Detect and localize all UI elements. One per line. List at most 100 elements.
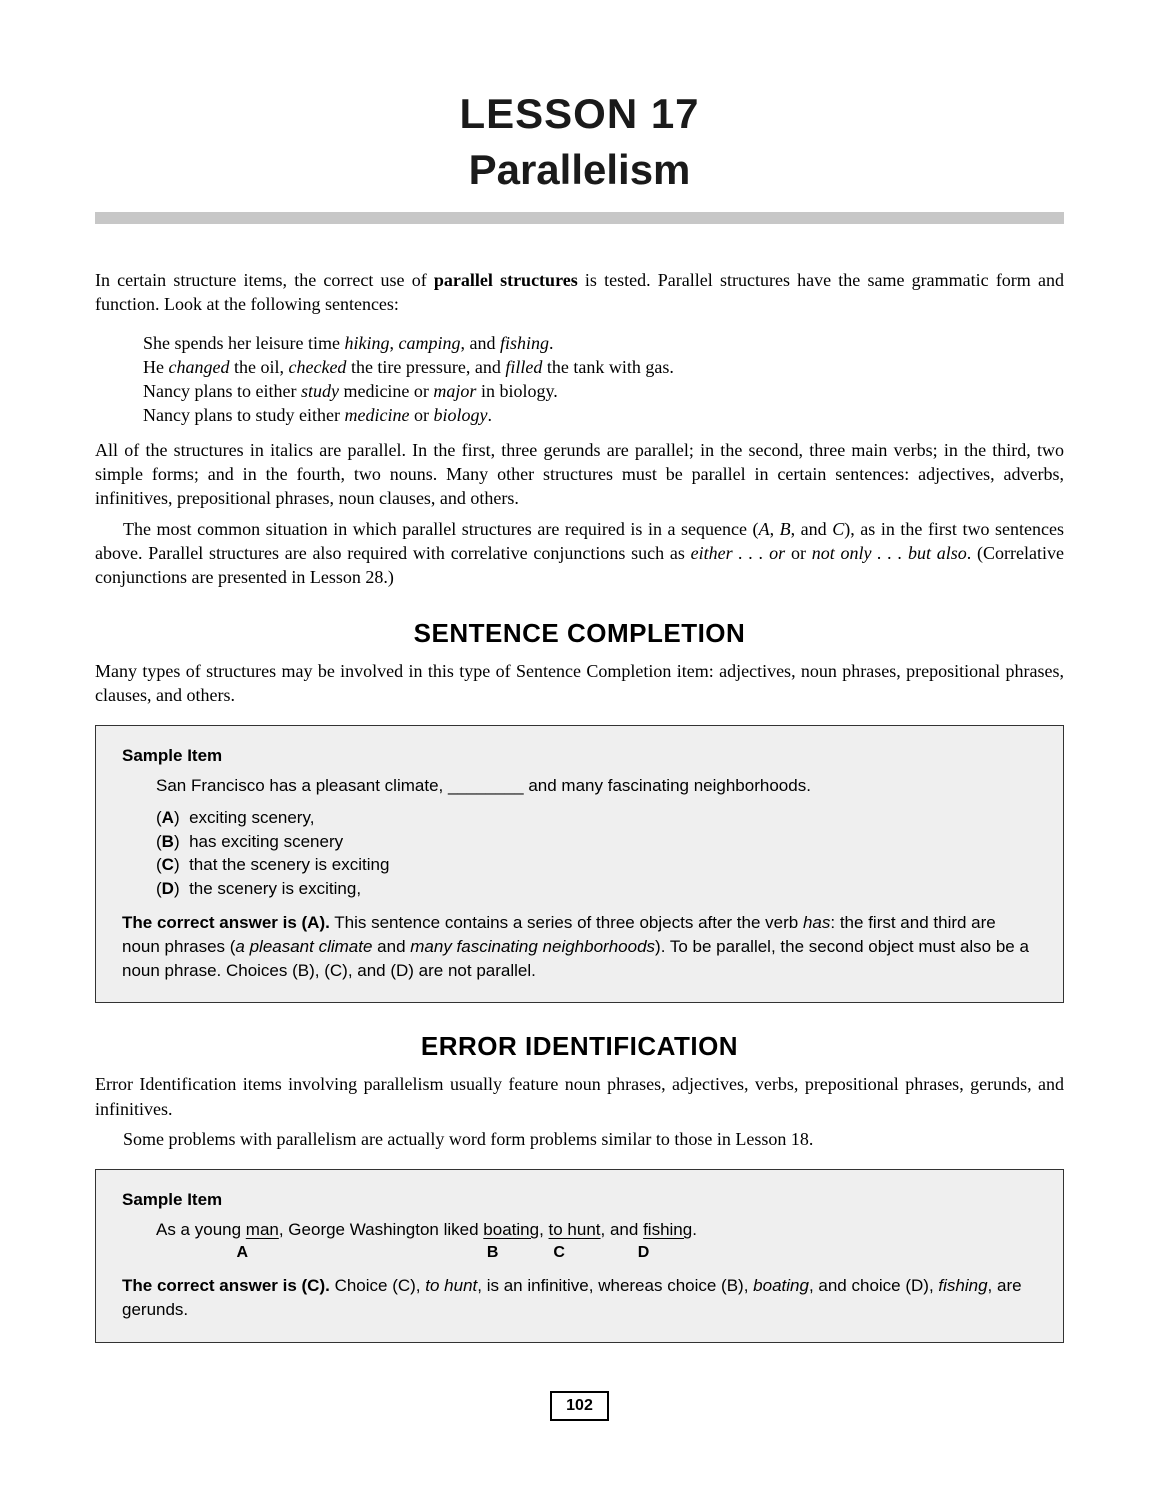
bold-term: parallel structures bbox=[434, 270, 578, 290]
choice-letter: (B) bbox=[156, 832, 180, 851]
l: B bbox=[162, 832, 174, 851]
ei-intro-2: Some problems with parallelism are actua… bbox=[95, 1127, 1064, 1151]
t: He bbox=[143, 357, 169, 377]
sample-label: Sample Item bbox=[122, 744, 1037, 768]
lesson-header: LESSON 17 Parallelism bbox=[95, 90, 1064, 194]
ei-stem: As a young man, George Washington liked … bbox=[122, 1218, 1037, 1242]
intro-paragraph-3: The most common situation in which paral… bbox=[95, 517, 1064, 590]
t: , bbox=[539, 1220, 548, 1239]
t: in biology. bbox=[476, 381, 557, 401]
l: A bbox=[162, 808, 174, 827]
t: Nancy plans to either bbox=[143, 381, 301, 401]
t: , George Washington liked bbox=[279, 1220, 483, 1239]
sample-box-ei: Sample Item As a young man, George Washi… bbox=[95, 1169, 1064, 1343]
u: fishing bbox=[643, 1220, 692, 1239]
i: has bbox=[803, 913, 830, 932]
i: changed bbox=[169, 357, 230, 377]
t: As a young bbox=[156, 1220, 246, 1239]
lesson-title: Parallelism bbox=[95, 146, 1064, 194]
t: , and bbox=[460, 333, 500, 353]
i: boating bbox=[753, 1276, 809, 1295]
answer-block: The correct answer is (C). Choice (C), t… bbox=[122, 1274, 1037, 1322]
i: biology bbox=[433, 405, 487, 425]
i: fishing bbox=[938, 1276, 987, 1295]
answer-block: The correct answer is (A). This sentence… bbox=[122, 911, 1037, 982]
i: either . . . or bbox=[691, 543, 786, 563]
choice-c: (C) that the scenery is exciting bbox=[122, 853, 1037, 877]
choice-b: (B) has exciting scenery bbox=[122, 830, 1037, 854]
answer-lead: The correct answer is (C). bbox=[122, 1276, 330, 1295]
choice-text: exciting scenery, bbox=[189, 808, 314, 827]
divider-bar bbox=[95, 212, 1064, 224]
choice-letter: (C) bbox=[156, 855, 180, 874]
section-heading-sc: SENTENCE COMPLETION bbox=[95, 618, 1064, 649]
label-b: B bbox=[252, 1242, 498, 1264]
i: study bbox=[301, 381, 339, 401]
t: the oil, bbox=[229, 357, 288, 377]
t: The most common situation in which paral… bbox=[123, 519, 759, 539]
label-a: A bbox=[156, 1242, 248, 1264]
choice-letter: (D) bbox=[156, 879, 180, 898]
l: C bbox=[162, 855, 174, 874]
t: She spends her leisure time bbox=[143, 333, 344, 353]
text: In certain structure items, the correct … bbox=[95, 270, 434, 290]
i: not only . . . but also bbox=[812, 543, 967, 563]
i: checked bbox=[288, 357, 346, 377]
example-line-4: Nancy plans to study either medicine or … bbox=[143, 403, 1064, 427]
example-line-1: She spends her leisure time hiking, camp… bbox=[143, 331, 1064, 355]
example-block: She spends her leisure time hiking, camp… bbox=[95, 323, 1064, 438]
t: or bbox=[409, 405, 433, 425]
u: boating bbox=[483, 1220, 539, 1239]
t: This sentence contains a series of three… bbox=[330, 913, 803, 932]
ei-underline-labels: A B C D bbox=[122, 1242, 1037, 1264]
example-line-3: Nancy plans to either study medicine or … bbox=[143, 379, 1064, 403]
page-number: 102 bbox=[550, 1391, 609, 1421]
label-c: C bbox=[503, 1242, 565, 1264]
i: filled bbox=[505, 357, 542, 377]
t: or bbox=[785, 543, 812, 563]
u: to hunt bbox=[549, 1220, 601, 1239]
choice-a: (A) exciting scenery, bbox=[122, 806, 1037, 830]
t: Nancy plans to study either bbox=[143, 405, 344, 425]
t: and bbox=[372, 937, 410, 956]
intro-paragraph-2: All of the structures in italics are par… bbox=[95, 438, 1064, 511]
choice-letter: (A) bbox=[156, 808, 180, 827]
i: hiking bbox=[344, 333, 389, 353]
u: man bbox=[246, 1220, 279, 1239]
t: , and bbox=[791, 519, 833, 539]
i: medicine bbox=[344, 405, 409, 425]
sc-intro: Many types of structures may be involved… bbox=[95, 659, 1064, 708]
t: , and bbox=[601, 1220, 644, 1239]
lesson-number: LESSON 17 bbox=[95, 90, 1064, 138]
t: the tire pressure, and bbox=[346, 357, 505, 377]
choice-d: (D) the scenery is exciting, bbox=[122, 877, 1037, 901]
i: B bbox=[780, 519, 791, 539]
t: , is an infinitive, whereas choice (B), bbox=[477, 1276, 753, 1295]
i: many fascinating neighborhoods bbox=[410, 937, 655, 956]
sample-label: Sample Item bbox=[122, 1188, 1037, 1212]
t: . bbox=[549, 333, 554, 353]
i: A bbox=[759, 519, 770, 539]
t: the tank with gas. bbox=[542, 357, 673, 377]
i: camping bbox=[398, 333, 460, 353]
page-number-wrap: 102 bbox=[95, 1391, 1064, 1421]
label-d: D bbox=[569, 1242, 649, 1264]
ei-intro-1: Error Identification items involving par… bbox=[95, 1072, 1064, 1121]
t: , and choice (D), bbox=[809, 1276, 938, 1295]
i: major bbox=[433, 381, 476, 401]
choice-text: has exciting scenery bbox=[189, 832, 343, 851]
i: C bbox=[832, 519, 844, 539]
choice-text: that the scenery is exciting bbox=[189, 855, 389, 874]
i: fishing bbox=[500, 333, 549, 353]
choice-text: the scenery is exciting, bbox=[189, 879, 361, 898]
t: , bbox=[770, 519, 780, 539]
i: a pleasant climate bbox=[235, 937, 372, 956]
answer-lead: The correct answer is (A). bbox=[122, 913, 330, 932]
t: . bbox=[692, 1220, 697, 1239]
i: to hunt bbox=[425, 1276, 477, 1295]
example-line-2: He changed the oil, checked the tire pre… bbox=[143, 355, 1064, 379]
t: . bbox=[487, 405, 492, 425]
sample-box-sc: Sample Item San Francisco has a pleasant… bbox=[95, 725, 1064, 1003]
sample-stem: San Francisco has a pleasant climate, __… bbox=[122, 774, 1037, 798]
t: Choice (C), bbox=[330, 1276, 425, 1295]
